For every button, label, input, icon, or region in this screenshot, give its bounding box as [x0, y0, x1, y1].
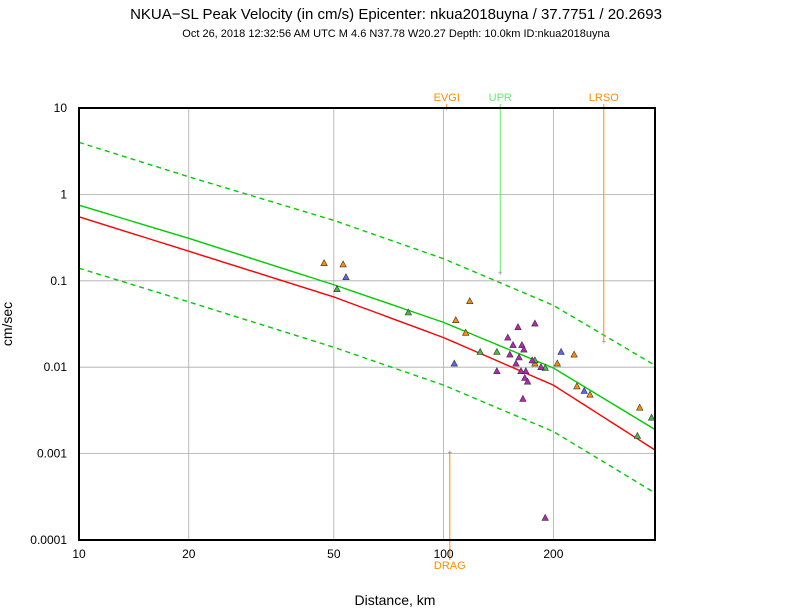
tick-labels: 10 20 50 100 200 10 1 0.1 0.01 0.001 0.0001: [30, 101, 563, 561]
y-axis-label: cm/sec: [0, 302, 15, 346]
data-point-orange: [461, 328, 470, 336]
data-point-purple: [531, 319, 539, 327]
data-point-green: [476, 347, 484, 355]
data-point-blue: [342, 273, 350, 281]
chart-title: NKUA−SL Peak Velocity (in cm/s) Epicente…: [130, 6, 662, 23]
curve-upper-bound: [78, 141, 656, 366]
data-point-blue: [450, 359, 459, 367]
data-point-blue: [557, 347, 565, 355]
data-point-purple: [519, 394, 527, 402]
station-plus: +: [601, 337, 606, 346]
data-point-purple: [509, 340, 517, 348]
data-point-green: [333, 285, 341, 293]
station-markers: EVGI+UPR+LRSO+DRAG+: [434, 92, 620, 572]
data-point-purple: [512, 359, 520, 367]
data-point-orange: [466, 297, 474, 305]
plot-frame: [78, 107, 656, 541]
y-tick-label: 1: [60, 187, 67, 201]
y-tick-label: 10: [54, 101, 68, 115]
station-label: DRAG: [434, 560, 466, 572]
data-point-purple: [523, 377, 532, 385]
data-point-green: [404, 308, 413, 316]
station-label: EVGI: [434, 92, 460, 104]
data-point-orange: [320, 259, 328, 267]
grid: [78, 107, 655, 541]
data-point-green: [633, 431, 642, 439]
data-point-purple: [506, 350, 514, 358]
data-point-orange: [570, 350, 578, 358]
chart-subtitle: Oct 26, 2018 12:32:56 AM UTC M 4.6 N37.7…: [182, 28, 610, 40]
y-tick-label: 0.1: [50, 274, 67, 288]
data-point-purple: [521, 373, 529, 381]
x-tick-label: 20: [182, 547, 196, 561]
data-point-purple: [520, 345, 528, 353]
data-point-purple: [514, 323, 522, 331]
data-point-purple: [537, 363, 545, 371]
data-point-green: [493, 347, 501, 355]
station-plus: +: [447, 448, 452, 457]
y-tick-label: 0.001: [37, 447, 67, 461]
x-tick-label: 50: [327, 547, 341, 561]
data-point-orange: [573, 382, 581, 390]
data-point-purple: [518, 340, 526, 348]
data-point-orange: [586, 390, 594, 398]
data-point-purple: [528, 356, 536, 364]
station-plus: +: [498, 268, 503, 277]
data-point-purple: [493, 367, 501, 375]
data-point-purple: [504, 333, 512, 341]
x-axis-label: Distance, km: [355, 592, 436, 608]
data-point-purple: [522, 367, 530, 375]
curves: [78, 141, 656, 494]
station-label: UPR: [489, 92, 512, 104]
x-tick-label: 200: [543, 547, 563, 561]
curve-median-model: [78, 204, 656, 431]
y-tick-label: 0.01: [44, 360, 68, 374]
data-point-green: [647, 413, 656, 421]
curve-median: [78, 216, 656, 451]
data-point-purple: [541, 513, 549, 521]
data-points: [320, 259, 656, 521]
data-point-orange: [339, 260, 347, 268]
data-point-purple: [517, 367, 525, 375]
data-point-blue: [580, 386, 588, 394]
station-label: LRSO: [589, 92, 619, 104]
curve-lower-bound: [78, 267, 656, 494]
data-point-orange: [635, 403, 644, 411]
data-point-orange: [452, 316, 460, 324]
x-tick-label: 100: [434, 547, 454, 561]
data-point-purple: [515, 353, 523, 361]
x-tick-label: 10: [72, 547, 86, 561]
data-point-orange: [553, 359, 562, 367]
y-tick-label: 0.0001: [30, 533, 67, 547]
